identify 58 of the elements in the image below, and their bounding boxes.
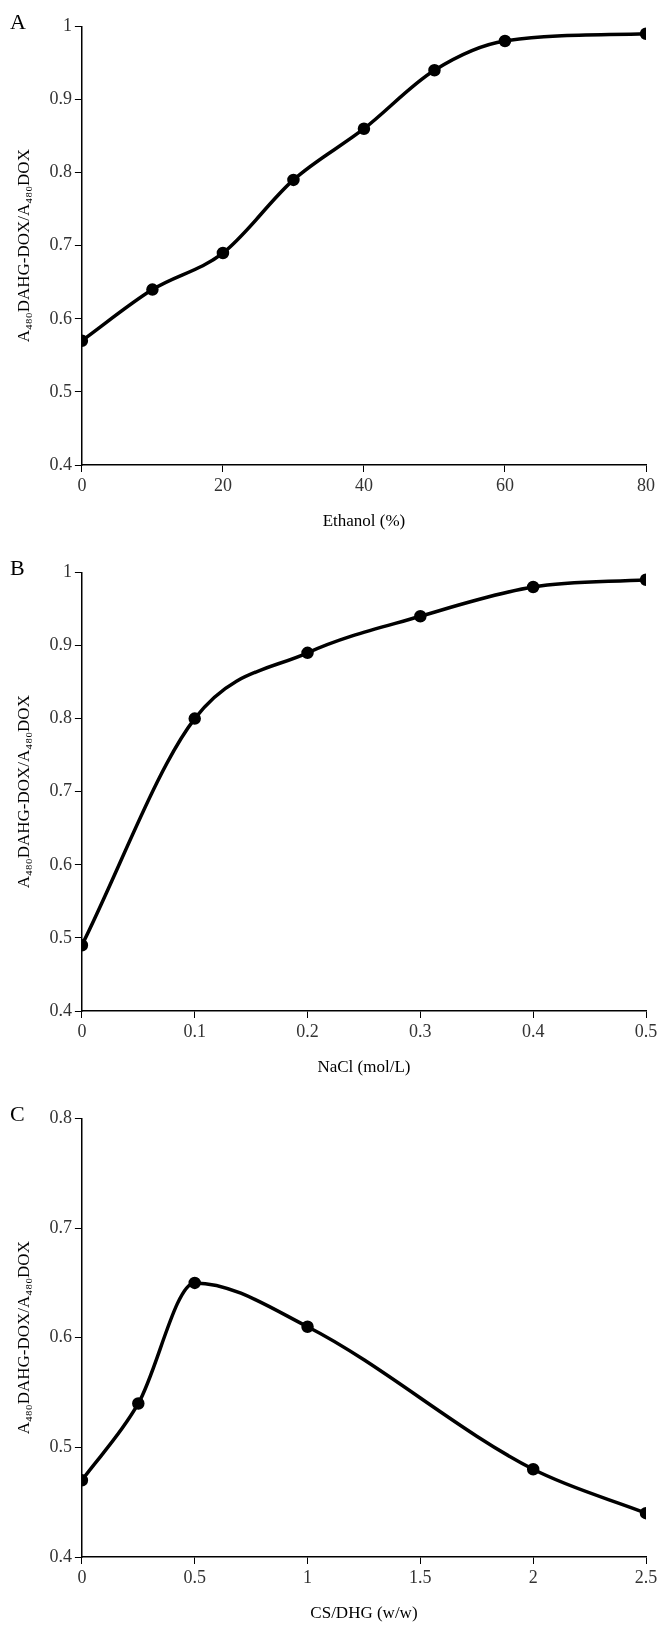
y-tick-label: 0.8 — [49, 161, 72, 182]
y-tick-label: 0.5 — [49, 1436, 72, 1457]
y-tick-label: 0.8 — [49, 1107, 72, 1128]
y-tick-label: 0.9 — [49, 88, 72, 109]
x-axis-title: CS/DHG (w/w) — [310, 1603, 418, 1623]
x-tick-label: 0.3 — [409, 1020, 432, 1041]
y-axis-title: A₄₈₀DAHG-DOX/A₄₈₀DOX — [13, 695, 33, 889]
y-tick-label: 1 — [62, 15, 72, 36]
x-tick-label: 0.2 — [296, 1020, 319, 1041]
point — [428, 64, 441, 77]
x-tick-label: 80 — [637, 474, 655, 495]
x-axis-title: NaCl (mol/L) — [317, 1057, 411, 1077]
point — [287, 173, 300, 187]
point — [526, 580, 540, 594]
x-tick-label: 20 — [213, 474, 232, 495]
x-tick-label: 40 — [354, 474, 373, 495]
y-tick-label: 0.7 — [49, 234, 72, 255]
x-tick-label: 0.4 — [521, 1020, 545, 1041]
y-tick-label: 0.9 — [49, 634, 72, 655]
x-tick-label: 1 — [303, 1566, 313, 1587]
x-tick-label: 0.5 — [634, 1020, 658, 1041]
x-tick-label: 1.5 — [409, 1566, 432, 1587]
x-tick-label: 2.5 — [634, 1566, 658, 1587]
point — [188, 1276, 201, 1290]
x-tick-label: 60 — [495, 474, 514, 495]
chart-title: B — [10, 554, 25, 580]
point — [498, 34, 512, 48]
y-tick-label: 1 — [62, 561, 72, 582]
chart-title: A — [10, 8, 26, 34]
y-tick-label: 0.4 — [49, 1545, 72, 1566]
x-tick-label: 0 — [77, 1020, 87, 1041]
y-tick-label: 0.5 — [49, 926, 72, 947]
y-tick-label: 0.7 — [49, 1216, 72, 1237]
y-tick-label: 0.8 — [49, 707, 72, 728]
y-axis-title: A₄₈₀DAHG-DOX/A₄₈₀DOX — [13, 1241, 33, 1435]
point — [146, 283, 159, 296]
point — [357, 122, 371, 135]
y-tick-label: 0.4 — [49, 999, 72, 1020]
point — [414, 610, 427, 623]
point — [132, 1397, 145, 1410]
y-tick-label: 0.6 — [49, 1326, 72, 1347]
y-tick-label: 0.7 — [49, 780, 72, 801]
y-tick-label: 0.6 — [49, 307, 72, 328]
point — [216, 246, 230, 260]
x-tick-label: 0.5 — [183, 1566, 206, 1587]
x-tick-label: 2 — [528, 1566, 538, 1587]
x-tick-label: 0.1 — [183, 1020, 206, 1041]
y-tick-label: 0.6 — [49, 853, 72, 874]
point — [188, 712, 201, 725]
y-axis-title: A₄₈₀DAHG-DOX/A₄₈₀DOX — [13, 149, 33, 343]
x-tick-label: 0 — [77, 1566, 87, 1587]
x-axis-title: Ethanol (%) — [322, 511, 406, 531]
chart-title: C — [10, 1100, 25, 1126]
point — [301, 1320, 314, 1333]
point — [301, 646, 314, 660]
x-tick-label: 0 — [77, 474, 87, 495]
y-tick-label: 0.5 — [49, 380, 72, 401]
y-tick-label: 0.4 — [49, 453, 72, 474]
